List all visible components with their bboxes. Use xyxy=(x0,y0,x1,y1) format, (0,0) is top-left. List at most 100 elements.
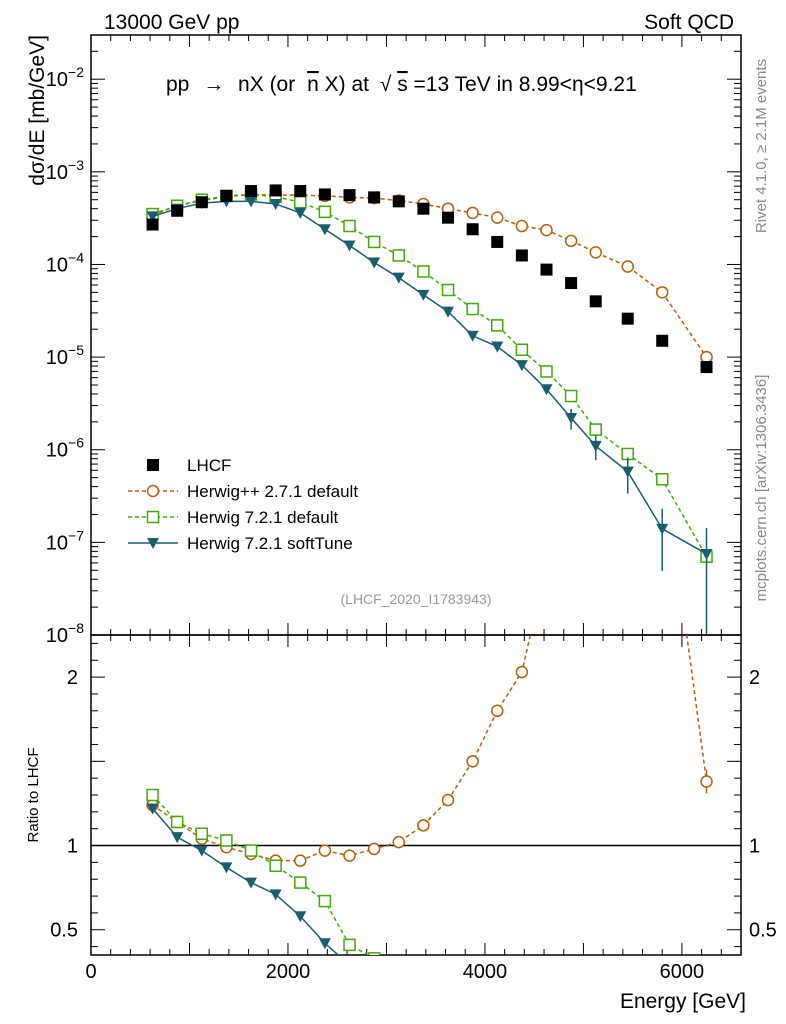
data-point-herwig-7-2-1-softtune xyxy=(146,211,159,223)
ratio-point-herwig-7-2-1-default xyxy=(220,834,233,847)
y-tick-label-ratio: 2 xyxy=(67,667,78,689)
data-point-lhcf xyxy=(220,189,233,202)
data-point-lhcf xyxy=(656,334,669,347)
title-x-at: X) at xyxy=(325,73,370,96)
data-point-herwig-7-2-1-default xyxy=(515,343,529,357)
data-point-herwig-7-2-1-default xyxy=(491,319,504,332)
data-point-lhcf xyxy=(442,211,455,224)
x-tick-label: 6000 xyxy=(660,961,705,983)
ratio-point-herwig-2-7-1-default xyxy=(294,854,307,867)
data-point-herwig-7-2-1-softtune xyxy=(621,466,634,478)
data-point-lhcf xyxy=(417,202,430,215)
data-point-herwig-7-2-1-default xyxy=(589,423,602,436)
ratio-point-herwig-2-7-1-default xyxy=(343,849,356,862)
data-point-herwig-7-2-1-softtune xyxy=(368,257,381,269)
data-point-herwig-7-2-1-softtune xyxy=(656,523,669,535)
ratio-point-herwig-7-2-1-softtune xyxy=(516,998,528,1009)
data-point-lhcf xyxy=(318,188,331,201)
ratio-point-herwig-7-2-1-default xyxy=(244,844,258,857)
y-tick-label-main: 10−4 xyxy=(46,249,84,276)
ratio-series xyxy=(146,394,713,1014)
ratio-point-herwig-7-2-1-softtune xyxy=(220,862,233,874)
y-tick-label-ratio: 0.5 xyxy=(50,920,78,942)
x-tick-label: 0 xyxy=(85,961,96,983)
ratio-line-herwig-2-7-1-default xyxy=(152,635,708,862)
ratio-point-herwig-7-2-1-default xyxy=(467,985,478,996)
ratio-point-herwig-7-2-1-softtune xyxy=(294,911,307,923)
title-nbar: n xyxy=(307,73,319,96)
data-point-lhcf xyxy=(621,312,634,325)
data-point-herwig-7-2-1-softtune xyxy=(269,198,282,210)
ratio-point-herwig-7-2-1-softtune xyxy=(565,1003,577,1014)
data-point-lhcf xyxy=(392,195,405,208)
data-point-lhcf xyxy=(540,263,553,276)
y-tick-label-ratio-right: 2 xyxy=(749,667,760,689)
y-axis-label-main: dσ/dE [mb/GeV] xyxy=(26,35,49,186)
ratio-point-herwig-7-2-1-default xyxy=(146,788,159,802)
data-point-lhcf xyxy=(245,185,258,198)
data-point-herwig-7-2-1-softtune xyxy=(245,196,258,208)
data-point-herwig-2-7-1-default xyxy=(564,234,578,248)
ratio-point-herwig-2-7-1-default xyxy=(700,775,713,788)
legend-marker-herwig-7-2-1-softtune xyxy=(147,538,159,549)
data-point-herwig-7-2-1-softtune xyxy=(491,341,504,353)
y-tick-label-main: 10−3 xyxy=(46,157,84,184)
mcplots-label: mcplots.cern.ch [arXiv:1306.3436] xyxy=(753,375,770,602)
y-tick-label-main: 10−7 xyxy=(46,527,84,554)
data-point-herwig-2-7-1-default xyxy=(621,260,634,273)
legend-label-herwig-7-2-1-default: Herwig 7.2.1 default xyxy=(187,508,338,527)
ratio-point-herwig-2-7-1-default xyxy=(622,394,633,405)
data-point-herwig-7-2-1-softtune xyxy=(515,360,528,372)
ratio-point-herwig-2-7-1-default xyxy=(491,704,504,718)
data-point-herwig-7-2-1-softtune xyxy=(700,548,713,560)
ratio-point-herwig-7-2-1-default xyxy=(516,992,527,1003)
data-point-herwig-7-2-1-default xyxy=(466,302,479,316)
data-point-herwig-7-2-1-softtune xyxy=(442,306,455,318)
data-point-lhcf xyxy=(294,185,307,198)
ratio-point-herwig-2-7-1-default xyxy=(441,793,455,807)
series-line-herwig-2-7-1-default xyxy=(152,193,708,358)
ratio-point-herwig-7-2-1-default xyxy=(590,1002,601,1013)
ratio-point-herwig-7-2-1-softtune xyxy=(318,938,331,950)
ratio-point-herwig-2-7-1-default xyxy=(392,835,406,849)
ratio-point-herwig-7-2-1-default xyxy=(367,952,381,955)
ratio-point-herwig-7-2-1-softtune xyxy=(269,889,282,901)
y-tick-label-ratio-right: 0.5 xyxy=(749,920,777,942)
data-point-lhcf xyxy=(195,196,208,209)
data-point-lhcf xyxy=(146,218,159,231)
series-line-herwig-7-2-1-default xyxy=(152,193,708,558)
data-point-herwig-7-2-1-default xyxy=(367,235,381,249)
ratio-point-herwig-7-2-1-softtune xyxy=(146,803,159,815)
analysis-watermark: (LHCF_2020_I1783943) xyxy=(341,591,492,607)
data-point-herwig-2-7-1-default xyxy=(700,350,713,364)
ratio-point-herwig-7-2-1-softtune xyxy=(368,975,380,986)
ratio-point-herwig-7-2-1-softtune xyxy=(442,992,454,1003)
legend-label-lhcf: LHCF xyxy=(187,456,231,475)
legend-marker-herwig-7-2-1-default xyxy=(146,510,160,524)
y-tick-label-main: 10−2 xyxy=(46,64,84,91)
ratio-point-herwig-2-7-1-default xyxy=(657,448,668,459)
ratio-point-herwig-7-2-1-softtune xyxy=(344,960,356,971)
legend-label-herwig-2-7-1-default: Herwig++ 2.7.1 default xyxy=(187,482,358,501)
ratio-point-herwig-7-2-1-default xyxy=(566,998,577,1009)
legend-marker-lhcf xyxy=(147,459,159,471)
rivet-version-label: Rivet 4.1.0, ≥ 2.1M events xyxy=(753,59,770,233)
title-pp: pp xyxy=(166,73,189,96)
ratio-point-herwig-7-2-1-softtune xyxy=(540,1001,552,1012)
ratio-line-herwig-7-2-1-default xyxy=(151,794,370,955)
data-point-herwig-2-7-1-default xyxy=(466,206,479,220)
data-point-herwig-2-7-1-default xyxy=(655,286,669,299)
ratio-point-herwig-7-2-1-softtune xyxy=(417,989,429,1000)
ratio-point-herwig-7-2-1-default xyxy=(393,965,404,976)
ratio-point-herwig-2-7-1-default xyxy=(566,527,577,538)
ratio-point-herwig-7-2-1-softtune xyxy=(393,984,405,995)
data-point-herwig-2-7-1-default xyxy=(589,246,602,259)
legend-marker-herwig-2-7-1-default xyxy=(146,484,160,498)
data-point-herwig-7-2-1-softtune xyxy=(565,413,578,425)
data-point-lhcf xyxy=(343,189,356,202)
ratio-point-herwig-7-2-1-default xyxy=(195,827,209,840)
data-point-herwig-7-2-1-default xyxy=(294,195,307,209)
header-beam-label: 13000 GeV pp xyxy=(104,11,239,34)
ratio-point-herwig-7-2-1-default xyxy=(418,973,429,984)
data-point-herwig-7-2-1-softtune xyxy=(392,272,405,284)
